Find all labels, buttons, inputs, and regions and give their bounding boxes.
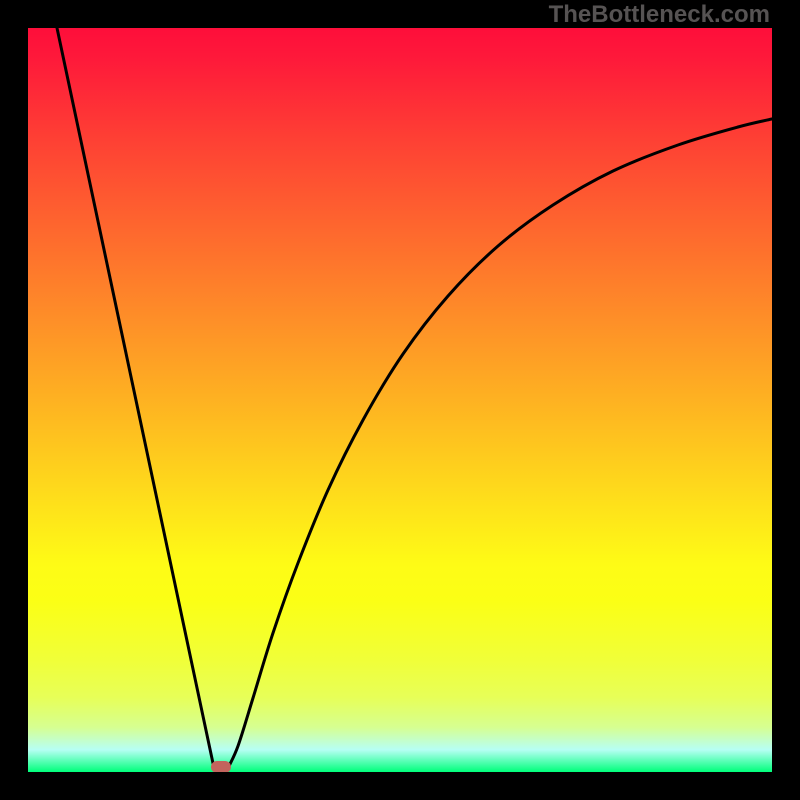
watermark-text: TheBottleneck.com — [549, 1, 770, 29]
chart-container: TheBottleneck.com — [0, 0, 800, 800]
bottleneck-curve — [28, 28, 772, 772]
plot-area — [28, 28, 772, 772]
optimum-marker — [211, 761, 231, 772]
curve-path — [57, 28, 772, 768]
